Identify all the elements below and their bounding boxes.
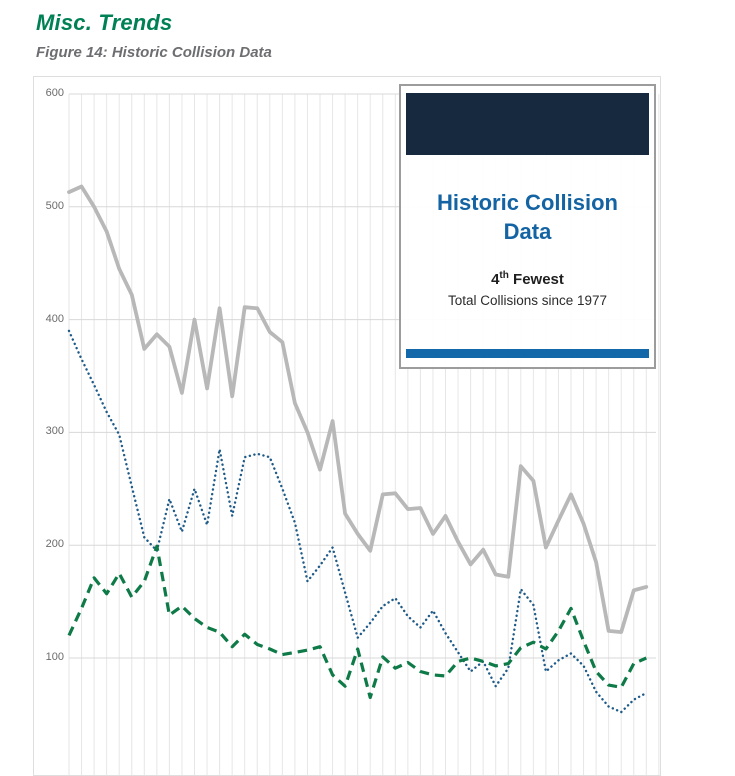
collision-trend-chart: 600 500 400 300 200 100 bbox=[34, 77, 660, 775]
y-axis-tick-label: 100 bbox=[45, 651, 64, 663]
inset-rank: 4th Fewest bbox=[401, 270, 654, 288]
inset-title: Historic Collision Data bbox=[401, 189, 654, 246]
series-blue-dotted bbox=[67, 329, 648, 714]
inset-title-line2: Data bbox=[503, 218, 552, 244]
y-axis-tick-label: 300 bbox=[45, 425, 64, 438]
inset-header-block bbox=[406, 93, 649, 155]
figure-caption: Figure 14: Historic Collision Data bbox=[36, 44, 272, 61]
series-gray-solid-total-collisions bbox=[67, 184, 649, 634]
y-axis-tick-label: 200 bbox=[45, 538, 64, 551]
chart-canvas bbox=[67, 93, 660, 775]
inset-rank-label: Fewest bbox=[508, 271, 564, 288]
y-axis-tick-label: 600 bbox=[45, 87, 64, 99]
inset-footer-bar bbox=[406, 349, 649, 358]
inset-card: Historic Collision Data 4th Fewest Total… bbox=[399, 84, 656, 369]
inset-rank-suffix: th bbox=[499, 270, 509, 281]
inset-subtitle: Total Collisions since 1977 bbox=[447, 293, 608, 308]
page-title: Misc. Trends bbox=[36, 10, 173, 35]
figure-frame: 600 500 400 300 200 100 Historic Collision Da… bbox=[33, 76, 661, 776]
inset-rank-number: 4 bbox=[491, 271, 500, 288]
series-green-dashed bbox=[67, 544, 647, 700]
y-axis-tick-label: 400 bbox=[45, 312, 64, 325]
inset-title-line1: Historic Collision bbox=[437, 190, 618, 215]
y-axis-tick-label: 500 bbox=[45, 199, 64, 212]
